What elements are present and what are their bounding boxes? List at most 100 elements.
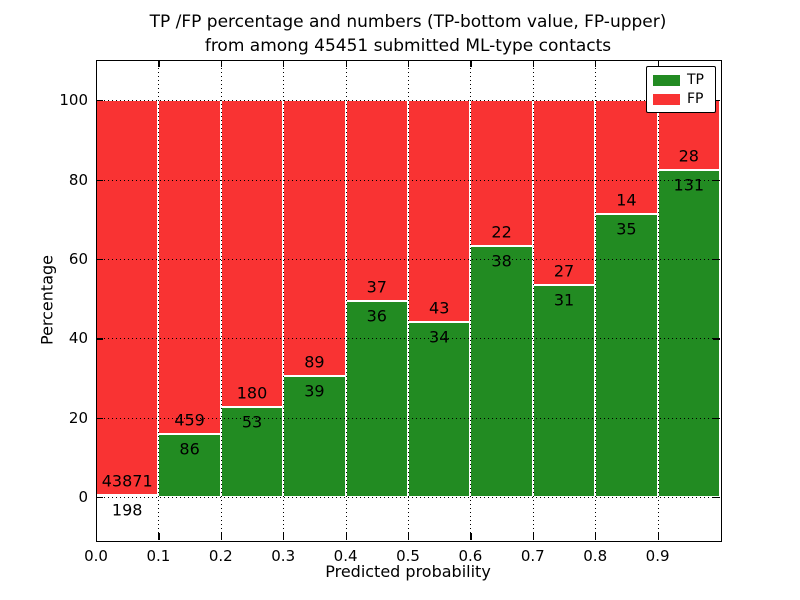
tp-count-label: 198 [111, 500, 143, 520]
chart-title: TP /FP percentage and numbers (TP-bottom… [96, 10, 720, 58]
fp-count-label: 14 [616, 190, 637, 210]
bar-segment-fp [283, 100, 346, 377]
y-tick-mark-left [96, 100, 103, 102]
bar-segment-fp [345, 100, 408, 302]
tp-count-label: 86 [179, 439, 200, 459]
y-tick-label: 80 [68, 170, 88, 189]
bar-segment-tp [345, 301, 408, 498]
y-tick-label: 20 [68, 408, 88, 427]
x-tick-label: 0.5 [396, 547, 420, 565]
x-tick-mark-top [408, 60, 410, 67]
gridline-vertical [220, 60, 222, 540]
legend-swatch-fp [653, 93, 680, 105]
bar-segment-fp [595, 100, 658, 214]
x-tick-label: 0.7 [520, 547, 545, 565]
tp-count-label: 35 [616, 219, 637, 239]
bar-segment-fp [532, 100, 596, 285]
y-tick-mark-left [96, 338, 103, 340]
x-tick-mark-top [283, 60, 285, 67]
x-tick-mark-top [532, 60, 535, 67]
x-tick-mark-top [158, 60, 160, 67]
x-tick-label: 0.1 [146, 547, 171, 565]
tp-count-label: 39 [304, 381, 325, 401]
y-tick-label: 60 [68, 249, 88, 268]
y-tick-mark-right [713, 258, 720, 261]
gridline-vertical [345, 60, 347, 540]
tp-count-label: 38 [491, 251, 512, 271]
bar-segment-fp [158, 100, 221, 435]
x-tick-mark-top [470, 60, 472, 67]
bar-segment-tp [657, 170, 720, 498]
x-tick-label: 0.0 [84, 547, 108, 565]
x-tick-mark-bottom [595, 533, 597, 540]
x-tick-label: 0.2 [208, 547, 233, 565]
chart-title-line2: from among 45451 submitted ML-type conta… [204, 36, 612, 56]
x-tick-mark-top [595, 60, 597, 67]
x-tick-mark-top [96, 60, 98, 67]
bar-segment-tp [220, 406, 284, 498]
legend-label-fp: FP [687, 91, 704, 107]
y-tick-mark-left [96, 179, 103, 181]
y-tick-mark-left [96, 258, 103, 261]
bar-segment-fp [220, 100, 284, 407]
legend-swatch-tp [653, 74, 680, 86]
bar-segment-tp [283, 376, 346, 498]
x-tick-mark-top [657, 60, 659, 67]
tp-count-label: 31 [553, 290, 575, 310]
tp-count-label: 131 [673, 175, 705, 195]
fp-count-label: 43871 [101, 471, 153, 491]
x-tick-mark-bottom [657, 533, 659, 540]
tp-count-label: 34 [429, 327, 450, 347]
legend-item-fp: FP [653, 92, 709, 106]
x-tick-label: 0.4 [333, 547, 358, 565]
bar-segment-tp [470, 245, 533, 498]
fp-count-label: 28 [678, 146, 699, 166]
tp-count-label: 53 [241, 412, 263, 432]
gridline-vertical [283, 60, 285, 540]
fp-count-label: 27 [553, 261, 575, 281]
bar-segment-fp [408, 100, 471, 322]
y-tick-mark-left [96, 417, 103, 419]
x-tick-label: 0.9 [645, 547, 670, 565]
chart-title-line1: TP /FP percentage and numbers (TP-bottom… [149, 12, 667, 32]
x-tick-label: 0.6 [458, 547, 483, 565]
y-tick-label: 0 [78, 488, 88, 507]
y-tick-mark-right [713, 179, 720, 181]
y-tick-label: 100 [59, 91, 88, 110]
x-tick-label: 0.8 [583, 547, 608, 565]
gridline-vertical [657, 60, 659, 540]
y-tick-mark-right [713, 100, 720, 102]
x-tick-mark-top [220, 60, 223, 67]
legend-label-tp: TP [687, 72, 704, 88]
fp-count-label: 43 [429, 298, 450, 318]
bar-segment-fp [96, 100, 159, 496]
x-tick-mark-top [345, 60, 347, 67]
y-tick-mark-right [713, 497, 720, 499]
bar-segment-tp [158, 434, 221, 498]
x-tick-mark-bottom [470, 533, 472, 540]
y-tick-mark-right [713, 338, 720, 340]
x-tick-mark-bottom [345, 533, 347, 540]
bar-segment-tp [408, 321, 471, 498]
legend: TP FP [646, 66, 716, 113]
fp-count-label: 459 [174, 410, 205, 430]
gridline-vertical [408, 60, 409, 540]
fp-count-label: 89 [304, 352, 325, 372]
gridline-vertical [595, 60, 597, 540]
y-tick-mark-right [713, 417, 720, 419]
x-tick-mark-bottom [408, 533, 410, 540]
x-axis-label: Predicted probability [325, 562, 491, 581]
fp-count-label: 180 [236, 383, 268, 403]
bar-segment-tp [532, 284, 596, 498]
x-tick-mark-bottom [220, 533, 223, 540]
legend-item-tp: TP [653, 73, 709, 87]
y-tick-label: 40 [68, 329, 88, 348]
gridline-vertical [532, 60, 534, 540]
fp-count-label: 37 [366, 277, 387, 297]
x-tick-mark-bottom [283, 533, 285, 540]
bar-segment-tp [595, 213, 658, 498]
x-tick-mark-bottom [96, 533, 98, 540]
fp-count-label: 22 [491, 222, 512, 242]
x-tick-mark-bottom [158, 533, 160, 540]
